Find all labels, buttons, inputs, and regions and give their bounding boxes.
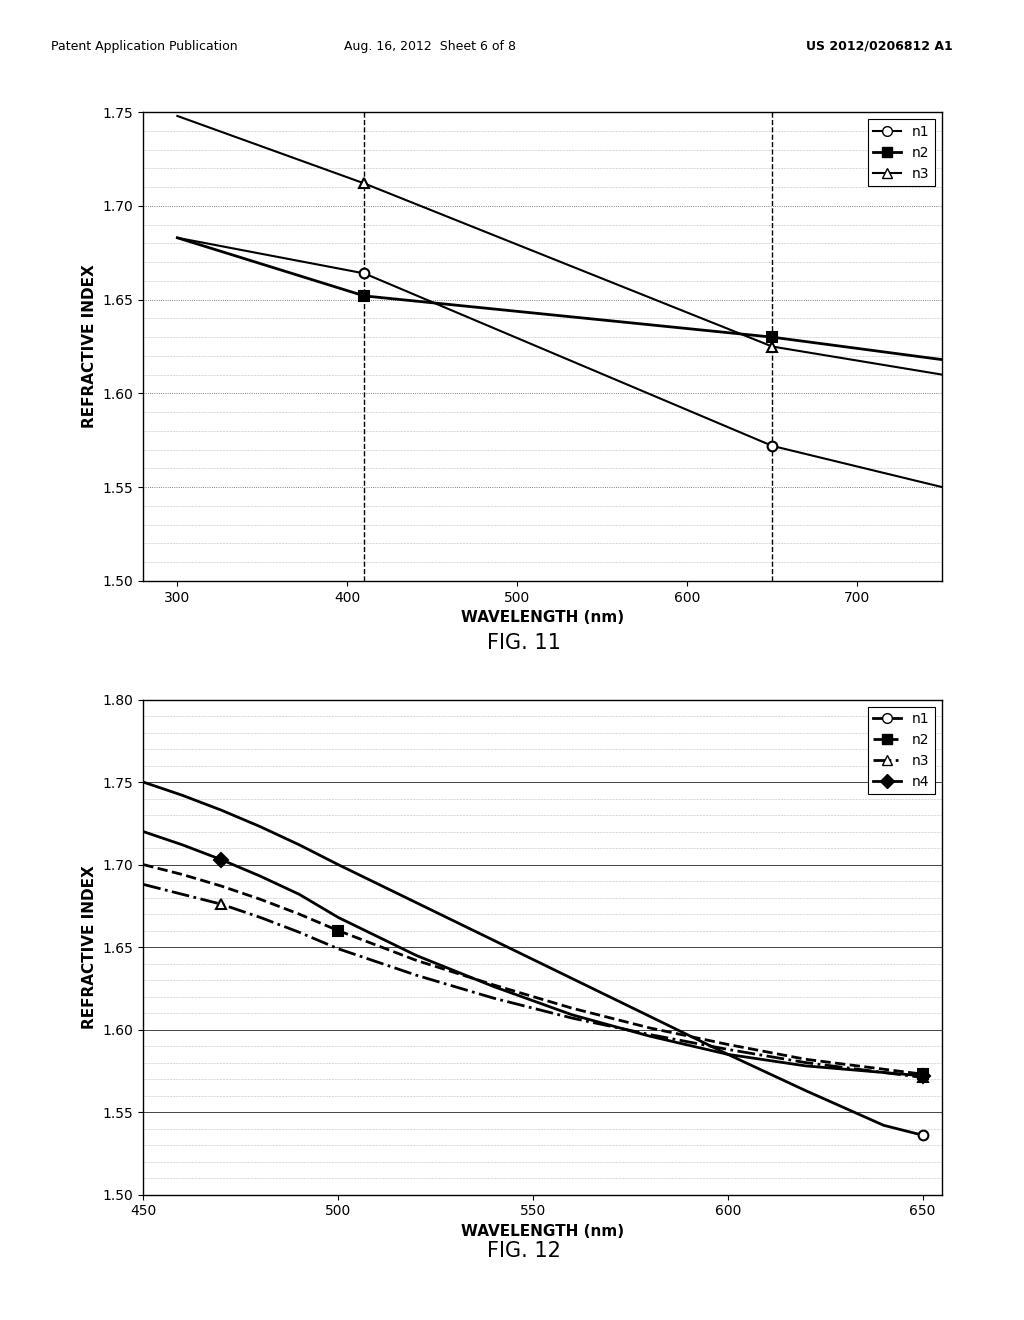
Y-axis label: REFRACTIVE INDEX: REFRACTIVE INDEX (82, 865, 97, 1030)
X-axis label: WAVELENGTH (nm): WAVELENGTH (nm) (461, 1224, 625, 1239)
Legend: n1, n2, n3: n1, n2, n3 (867, 119, 935, 186)
Text: Patent Application Publication: Patent Application Publication (51, 40, 238, 53)
X-axis label: WAVELENGTH (nm): WAVELENGTH (nm) (461, 610, 625, 626)
Y-axis label: REFRACTIVE INDEX: REFRACTIVE INDEX (82, 264, 97, 429)
Text: US 2012/0206812 A1: US 2012/0206812 A1 (806, 40, 952, 53)
Text: Aug. 16, 2012  Sheet 6 of 8: Aug. 16, 2012 Sheet 6 of 8 (344, 40, 516, 53)
Text: FIG. 12: FIG. 12 (487, 1241, 561, 1262)
Text: FIG. 11: FIG. 11 (487, 632, 561, 653)
Legend: n1, n2, n3, n4: n1, n2, n3, n4 (867, 706, 935, 795)
